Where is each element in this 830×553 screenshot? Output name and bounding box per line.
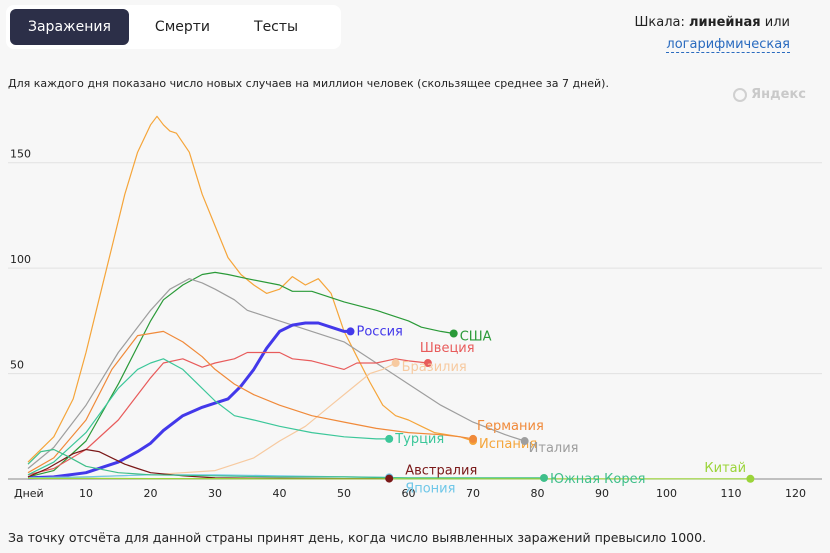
series-line: [27, 330, 474, 474]
tab-deaths[interactable]: Смерти: [154, 19, 211, 35]
series-line: [27, 448, 544, 479]
y-tick-label: 50: [10, 359, 24, 372]
x-tick-label: 90: [595, 487, 609, 500]
y-tick-label: 100: [10, 253, 31, 266]
series-line: [27, 351, 428, 476]
x-tick-label: 100: [656, 487, 677, 500]
x-tick-label: 110: [721, 487, 742, 500]
yandex-watermark: Яндекс: [733, 87, 806, 102]
series-label: Бразилия: [402, 360, 467, 375]
series-label: Япония: [405, 481, 455, 496]
scale-prefix: Шкала:: [634, 15, 685, 30]
series-line: [27, 358, 390, 476]
series-label: Австралия: [405, 464, 477, 479]
series-label: Южная Корея: [550, 472, 645, 487]
chart-description: Для каждого дня показано число новых слу…: [8, 77, 609, 90]
yandex-logo-icon: [733, 87, 748, 102]
series-line: [27, 115, 474, 463]
scale-or: или: [764, 15, 790, 30]
series-end-dot: [385, 434, 394, 443]
series-label: Китай: [704, 461, 746, 476]
x-tick-label: 10: [79, 487, 93, 500]
series-label: Германия: [477, 419, 544, 434]
series-line: [27, 321, 351, 480]
footer-note: За точку отсчёта для данной страны приня…: [8, 530, 707, 545]
series-label: Швеция: [420, 341, 475, 356]
series-end-dot: [385, 474, 394, 483]
x-tick-label: 20: [144, 487, 158, 500]
x-axis-label: Дней: [14, 487, 44, 500]
x-tick-label: 30: [208, 487, 222, 500]
tab-tests[interactable]: Тесты: [254, 19, 299, 35]
x-tick-label: 40: [273, 487, 287, 500]
x-tick-label: 70: [466, 487, 480, 500]
series-label: Турция: [394, 432, 444, 447]
scale-switcher: Шкала: линейная или логарифмическая: [634, 12, 790, 56]
x-tick-label: 60: [402, 487, 416, 500]
series-line: [27, 278, 525, 469]
x-tick-label: 120: [785, 487, 806, 500]
x-tick-label: 50: [337, 487, 351, 500]
series-label: Италия: [529, 441, 579, 456]
series-end-dot: [469, 434, 478, 443]
series-end-dot: [449, 329, 458, 338]
series-line: [27, 271, 454, 478]
series-label: США: [460, 330, 492, 345]
y-tick-label: 150: [10, 148, 31, 161]
watermark-text: Яндекс: [751, 87, 806, 102]
x-tick-label: 80: [531, 487, 545, 500]
series-end-dot: [540, 473, 548, 482]
scale-log-link[interactable]: логарифмическая: [666, 37, 790, 53]
metric-tabs: Заражения Смерти Тесты: [6, 5, 341, 49]
series-end-dot: [391, 359, 400, 368]
series-line: [27, 362, 396, 479]
scale-current: линейная: [689, 15, 761, 30]
tab-infections[interactable]: Заражения: [10, 9, 129, 45]
series-end-dot: [746, 474, 755, 483]
series-end-dot: [346, 327, 355, 336]
series-end-dot: [520, 437, 529, 446]
series-end-dot: [423, 359, 432, 368]
series-label: Россия: [357, 324, 403, 339]
